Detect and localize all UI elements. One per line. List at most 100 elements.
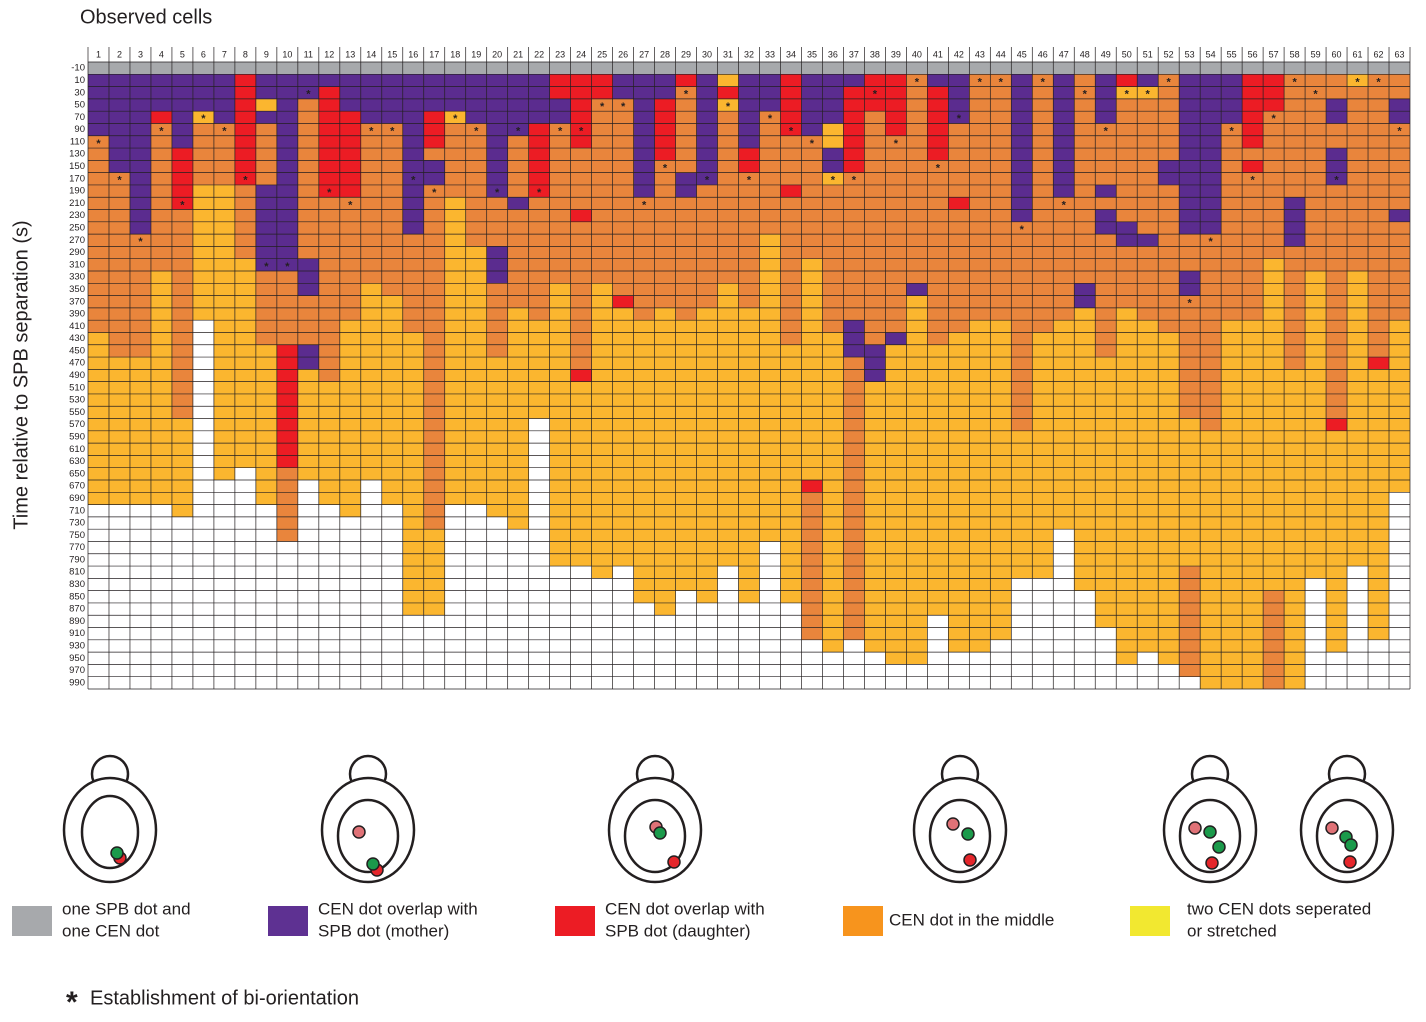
state-run — [592, 62, 613, 74]
page: {"chart_data": { "type": "state-grid", "… — [0, 0, 1426, 1022]
state-run — [843, 357, 864, 640]
state-run — [864, 111, 885, 345]
legend-label: CEN dot in the middle — [889, 910, 1054, 929]
bi-orientation-star: * — [810, 138, 815, 150]
legend-swatch — [1130, 906, 1170, 936]
column-label: 56 — [1248, 49, 1258, 59]
column-label: 58 — [1290, 49, 1300, 59]
state-run — [1263, 74, 1284, 111]
bi-orientation-star: * — [915, 76, 920, 88]
state-run — [1284, 62, 1305, 74]
row-label: 510 — [69, 382, 85, 393]
y-axis-label: Time relative to SPB separation (s) — [10, 220, 32, 529]
column-label: 20 — [492, 49, 502, 59]
row-label: 310 — [69, 259, 85, 270]
row-label: 550 — [69, 407, 85, 418]
state-run — [1242, 160, 1263, 172]
state-run — [801, 74, 822, 135]
row-label: 370 — [69, 296, 85, 307]
state-run — [1116, 62, 1137, 74]
column-label: 55 — [1227, 49, 1237, 59]
bi-orientation-star: * — [1313, 89, 1318, 101]
column-label: 1 — [96, 49, 101, 59]
state-run — [1032, 62, 1053, 74]
row-label: 110 — [70, 136, 85, 147]
bi-orientation-star: * — [495, 187, 500, 199]
state-run — [193, 62, 214, 74]
cell-diagram — [322, 756, 414, 882]
state-run — [1116, 308, 1137, 665]
state-run — [843, 320, 864, 357]
row-label: 930 — [69, 640, 85, 651]
state-run — [1263, 259, 1284, 591]
state-run — [927, 62, 948, 74]
row-label: 810 — [69, 567, 85, 578]
state-run — [718, 74, 739, 86]
state-run — [634, 320, 655, 603]
bi-orientation-star: * — [96, 138, 101, 150]
bi-orientation-star: * — [1104, 126, 1109, 138]
state-run — [592, 99, 613, 283]
state-run — [1095, 185, 1116, 197]
legend-label: one SPB dot and — [62, 899, 191, 918]
column-label: 63 — [1395, 49, 1405, 59]
bi-orientation-star: * — [285, 261, 290, 273]
bi-orientation-star: * — [558, 126, 563, 138]
bi-orientation-star: * — [642, 199, 647, 211]
state-run — [1221, 62, 1242, 74]
state-run — [1095, 62, 1116, 74]
column-label: 48 — [1080, 49, 1090, 59]
bi-orientation-star: * — [432, 187, 437, 199]
state-run — [1368, 357, 1389, 369]
bi-orientation-star: * — [726, 101, 731, 113]
cell-diagram — [914, 756, 1006, 882]
column-label: 39 — [891, 49, 901, 59]
state-run — [906, 283, 927, 295]
bi-orientation-star: * — [474, 126, 479, 138]
row-label: 610 — [69, 444, 85, 455]
row-label: 410 — [69, 321, 85, 332]
cell-diagram — [64, 756, 156, 882]
column-label: 30 — [702, 49, 712, 59]
bi-orientation-star: * — [579, 126, 584, 138]
state-run — [109, 62, 130, 74]
bi-orientation-star: * — [1376, 76, 1381, 88]
state-run — [172, 62, 193, 74]
cell-diagram — [609, 756, 701, 882]
state-run — [1032, 74, 1053, 332]
state-run — [990, 62, 1011, 74]
state-run — [508, 62, 529, 74]
legend-label: one CEN dot — [62, 921, 160, 940]
column-label: 5 — [180, 49, 185, 59]
bi-orientation-star: * — [1397, 126, 1402, 138]
state-run — [193, 74, 214, 111]
state-run — [655, 99, 676, 160]
row-label: 30 — [74, 87, 85, 98]
legend-swatch — [268, 906, 308, 936]
bi-orientation-star: * — [1250, 175, 1255, 187]
bi-orientation-star: * — [978, 76, 983, 88]
state-run — [298, 62, 319, 74]
column-label: 42 — [954, 49, 964, 59]
bi-orientation-star: * — [411, 175, 416, 187]
bi-orientation-star: * — [369, 126, 374, 138]
state-run — [1326, 62, 1347, 74]
bi-orientation-star: * — [348, 199, 353, 211]
row-label: 390 — [69, 309, 85, 320]
bi-orientation-star: * — [1020, 224, 1025, 236]
state-run — [88, 74, 109, 135]
state-run — [550, 62, 571, 74]
state-run — [1347, 87, 1368, 271]
column-label: 21 — [513, 49, 523, 59]
column-label: 10 — [282, 49, 292, 59]
state-run — [445, 74, 466, 111]
row-label: 990 — [69, 677, 85, 688]
note-symbol: * — [66, 986, 78, 1017]
legend-swatch — [12, 906, 52, 936]
state-run — [151, 74, 172, 111]
column-label: 8 — [243, 49, 248, 59]
state-run — [801, 62, 822, 74]
state-run — [130, 62, 151, 74]
row-label: 690 — [69, 493, 85, 504]
state-run — [1095, 197, 1116, 209]
